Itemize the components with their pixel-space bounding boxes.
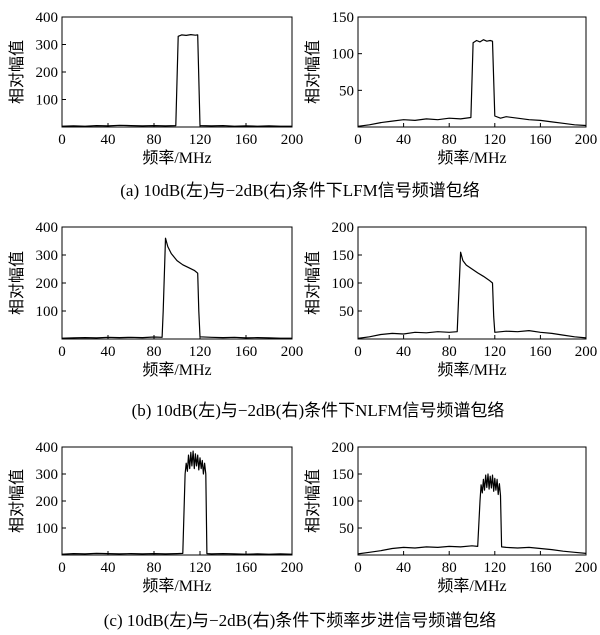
y-tick-label: 150 <box>332 248 355 264</box>
x-tick-label: 40 <box>101 344 116 360</box>
x-tick-label: 160 <box>529 560 552 576</box>
panel-a-left: 0 40 80 120 160 200 100 200 300 400 频率/MHz 相对幅值 <box>8 10 303 167</box>
plot-frame <box>61 226 293 340</box>
x-tick-label: 40 <box>101 132 116 148</box>
x-tick-label: 0 <box>58 132 66 148</box>
x-tick-label: 40 <box>396 344 411 360</box>
spectrum-line <box>357 39 587 127</box>
x-tick-label: 80 <box>147 560 162 576</box>
x-tick-label: 120 <box>189 132 212 148</box>
y-tick-label: 50 <box>339 83 354 99</box>
x-tick-label: 160 <box>529 132 552 148</box>
x-tick-label: 120 <box>484 132 507 148</box>
y-tick-label: 100 <box>332 276 355 292</box>
caption-c: (c) 10dB(左)与−2dB(右)条件下频率步进信号频谱包络 <box>104 611 497 630</box>
y-tick-label: 100 <box>332 494 355 510</box>
panel-c-right: 0 40 80 120 160 200 50 100 150 200 频率/MHz 相对幅值 <box>304 440 597 595</box>
y-tick-label: 100 <box>332 47 355 63</box>
y-tick-label: 200 <box>36 494 59 510</box>
y-tick-label: 50 <box>339 304 354 320</box>
caption-b: (b) 10dB(左)与−2dB(右)条件下NLFM信号频谱包络 <box>132 401 505 420</box>
y-tick-label: 300 <box>36 38 59 54</box>
x-tick-label: 120 <box>189 344 212 360</box>
x-tick-label: 40 <box>396 560 411 576</box>
x-tick-label: 200 <box>575 344 598 360</box>
x-axis-label: 频率/MHz <box>437 149 506 167</box>
x-tick-label: 80 <box>442 344 457 360</box>
x-axis-label: 频率/MHz <box>437 361 506 379</box>
y-axis-label: 相对幅值 <box>304 469 322 533</box>
x-tick-label: 120 <box>484 344 507 360</box>
y-tick-label: 300 <box>36 248 59 264</box>
y-tick-label: 400 <box>36 10 59 26</box>
x-tick-label: 0 <box>354 132 362 148</box>
x-axis-label: 频率/MHz <box>142 149 211 167</box>
x-tick-label: 0 <box>354 560 362 576</box>
y-axis-label: 相对幅值 <box>8 40 26 104</box>
y-tick-label: 200 <box>36 276 59 292</box>
y-axis-label: 相对幅值 <box>304 40 322 104</box>
plot-frame <box>357 16 587 128</box>
spectrum-line <box>357 251 587 339</box>
x-axis-label: 频率/MHz <box>142 577 211 595</box>
x-tick-label: 80 <box>442 560 457 576</box>
panel-a-right: 0 40 80 120 160 200 50 100 150 频率/MHz 相对幅值 <box>304 10 597 167</box>
panel-b-left: 0 40 80 120 160 200 100 200 300 400 频率/MHz 相对幅值 <box>8 220 303 379</box>
x-tick-label: 200 <box>281 560 304 576</box>
spectrum-line <box>357 473 587 555</box>
x-tick-label: 0 <box>58 560 66 576</box>
plot-frame <box>357 446 587 556</box>
panel-b-right: 0 40 80 120 160 200 50 100 150 200 频率/MHz 相对幅值 <box>304 220 597 379</box>
x-tick-label: 80 <box>442 132 457 148</box>
y-axis-label: 相对幅值 <box>8 469 26 533</box>
x-tick-label: 200 <box>575 132 598 148</box>
x-tick-label: 0 <box>354 344 362 360</box>
y-tick-label: 200 <box>332 220 355 236</box>
plot-frame <box>61 446 293 556</box>
y-tick-label: 100 <box>36 93 59 109</box>
x-tick-label: 40 <box>101 560 116 576</box>
x-tick-label: 0 <box>58 344 66 360</box>
x-tick-label: 160 <box>529 344 552 360</box>
x-tick-label: 160 <box>235 560 258 576</box>
y-tick-label: 400 <box>36 440 59 456</box>
x-tick-label: 120 <box>189 560 212 576</box>
spectrum-line <box>61 33 292 127</box>
x-tick-label: 200 <box>281 344 304 360</box>
y-tick-label: 100 <box>36 521 59 537</box>
x-tick-label: 160 <box>235 132 258 148</box>
y-tick-label: 150 <box>332 467 355 483</box>
x-axis-label: 频率/MHz <box>437 577 506 595</box>
x-tick-label: 40 <box>396 132 411 148</box>
x-tick-label: 160 <box>235 344 258 360</box>
y-tick-label: 100 <box>36 304 59 320</box>
spectrum-line <box>61 450 293 555</box>
x-tick-label: 200 <box>281 132 304 148</box>
y-tick-label: 50 <box>339 521 354 537</box>
plot-frame <box>357 226 587 340</box>
x-tick-label: 120 <box>484 560 507 576</box>
x-tick-label: 80 <box>147 132 162 148</box>
y-tick-label: 200 <box>332 440 355 456</box>
y-axis-label: 相对幅值 <box>8 251 26 315</box>
y-tick-label: 200 <box>36 65 59 81</box>
x-axis-label: 频率/MHz <box>142 361 211 379</box>
y-tick-label: 400 <box>36 220 59 236</box>
y-tick-label: 150 <box>332 10 355 26</box>
x-tick-label: 80 <box>147 344 162 360</box>
y-axis-label: 相对幅值 <box>304 251 322 315</box>
y-tick-label: 300 <box>36 467 59 483</box>
x-tick-label: 200 <box>575 560 598 576</box>
panel-c-left: 0 40 80 120 160 200 100 200 300 400 频率/MHz 相对幅值 <box>8 440 303 595</box>
caption-a: (a) 10dB(左)与−2dB(右)条件下LFM信号频谱包络 <box>120 181 479 200</box>
spectrum-line <box>61 237 292 339</box>
